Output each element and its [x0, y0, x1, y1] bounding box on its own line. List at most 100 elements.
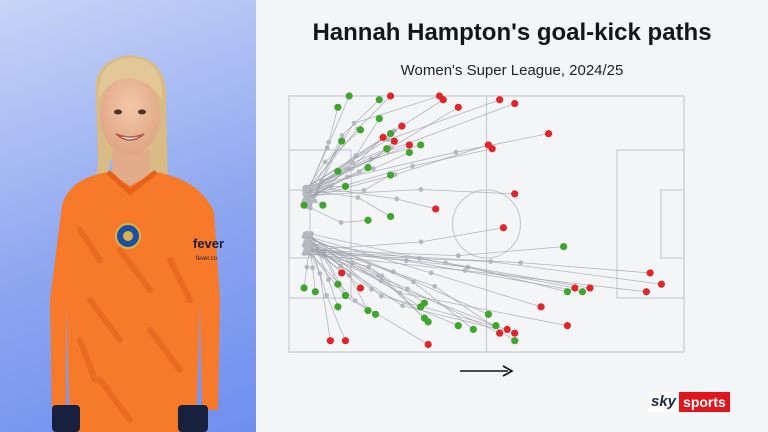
kick-path-waypoint [306, 248, 311, 254]
logo-sky-text: sky [648, 392, 680, 412]
kick-path-waypoint [404, 258, 409, 264]
successful-kick-point [300, 201, 308, 209]
kick-path-waypoint [310, 265, 316, 271]
kick-path-line [307, 206, 369, 223]
unsuccessful-kick-point [326, 337, 334, 345]
unsuccessful-kick-point [390, 137, 398, 145]
kick-path-waypoint [462, 268, 468, 273]
kick-end-points [300, 92, 666, 349]
kick-path-line [309, 242, 591, 289]
successful-kick-point [484, 310, 492, 318]
successful-kick-point [383, 145, 391, 153]
kick-path-waypoint [428, 270, 434, 276]
successful-kick-point [311, 288, 319, 296]
successful-kick-point [364, 306, 372, 315]
chart-title: Hannah Hampton's goal-kick paths [312, 19, 712, 46]
kick-path-waypoint [418, 239, 424, 245]
kick-path-waypoint [343, 168, 349, 174]
kick-path-waypoint [432, 283, 438, 289]
successful-kick-point [338, 137, 346, 145]
successful-kick-point [417, 303, 425, 311]
successful-kick-point [417, 141, 425, 149]
kick-path-waypoint [378, 293, 384, 299]
kick-path-line [308, 239, 568, 327]
successful-kick-point [386, 171, 395, 179]
unsuccessful-kick-point [405, 141, 413, 149]
kick-path-waypoint [308, 197, 314, 203]
successful-kick-point [356, 126, 365, 134]
successful-kick-point [334, 167, 342, 175]
kick-path-waypoint [304, 193, 310, 198]
unsuccessful-kick-point [341, 337, 350, 345]
left-six-yard-box [288, 189, 311, 259]
successful-kick-point [300, 284, 308, 292]
successful-kick-point [424, 318, 432, 326]
player-portrait: fever fever.co [50, 55, 224, 432]
successful-kick-point [334, 303, 342, 311]
kick-path-waypoint [352, 298, 358, 304]
kick-path-waypoint [385, 137, 391, 143]
logo-sports-text: sports [679, 392, 730, 412]
sponsor-subtext: fever.co [196, 256, 218, 262]
kick-path-waypoint [400, 303, 405, 309]
sponsor-text: fever [193, 236, 224, 251]
chart-panel [256, 0, 768, 432]
kick-path-line [307, 232, 575, 289]
successful-kick-point [375, 96, 383, 104]
unsuccessful-kick-point [398, 122, 406, 130]
successful-kick-point [469, 325, 477, 334]
kick-path-waypoint [301, 251, 307, 257]
kick-path-waypoint [322, 159, 328, 165]
unsuccessful-kick-point [496, 329, 504, 337]
unsuccessful-kick-point [571, 284, 579, 292]
unsuccessful-kick-point [386, 92, 395, 100]
unsuccessful-kick-point [454, 103, 462, 111]
successful-kick-point [578, 288, 587, 296]
successful-kick-point [386, 130, 395, 138]
successful-kick-point [319, 201, 327, 209]
kick-path-waypoint [453, 149, 459, 155]
kick-path-waypoint [308, 242, 314, 248]
successful-kick-point [334, 103, 342, 111]
kick-path-waypoint [455, 253, 461, 259]
kick-path-waypoint [417, 255, 423, 261]
unsuccessful-kick-point [488, 145, 496, 153]
pitch-markings [288, 95, 685, 353]
unsuccessful-kick-point [424, 340, 432, 349]
successful-kick-point [492, 322, 500, 330]
kick-path-waypoint [324, 293, 329, 298]
kick-path-waypoint [394, 196, 400, 202]
unsuccessful-kick-point [432, 205, 440, 213]
kick-path-waypoint [369, 286, 374, 292]
successful-kick-point [341, 182, 350, 190]
kick-path-waypoint [309, 184, 314, 189]
unsuccessful-kick-point [439, 96, 447, 104]
successful-kick-point [386, 212, 395, 221]
unsuccessful-kick-point [511, 190, 519, 198]
kick-path-waypoint [418, 187, 424, 192]
kick-path-waypoint [303, 184, 309, 190]
chart-subtitle: Women's Super League, 2024/25 [400, 62, 624, 79]
unsuccessful-kick-point [499, 224, 508, 232]
kick-path-waypoint [306, 237, 311, 243]
kick-path-waypoint [338, 220, 344, 225]
unsuccessful-kick-point [544, 130, 553, 138]
kick-path-waypoint [355, 195, 361, 200]
kick-path-waypoint [443, 260, 448, 266]
kick-path-waypoint [361, 187, 367, 193]
kick-path-waypoint [356, 169, 362, 175]
successful-kick-point [405, 148, 413, 157]
successful-kick-point [345, 92, 353, 100]
kick-path-waypoint [326, 139, 332, 145]
player-portrait-panel: fever fever.co [0, 0, 256, 432]
unsuccessful-kick-point [586, 284, 594, 292]
successful-kick-point [511, 337, 519, 345]
unsuccessful-kick-point [646, 269, 654, 277]
attack-direction-arrow [460, 365, 514, 377]
unsuccessful-kick-point [496, 96, 504, 104]
kick-path-waypoint [410, 163, 415, 169]
unsuccessful-kick-point [563, 322, 571, 330]
unsuccessful-kick-point [356, 284, 365, 292]
kick-path-waypoint [339, 133, 345, 138]
successful-kick-point [454, 322, 462, 330]
